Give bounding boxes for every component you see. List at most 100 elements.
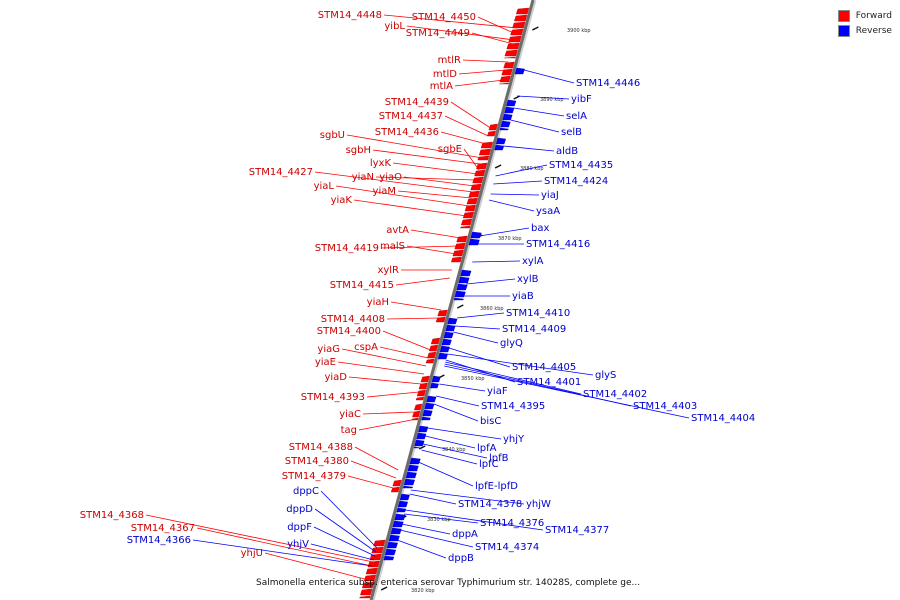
reverse-gene-block <box>402 485 414 489</box>
forward-leader-line <box>463 148 480 171</box>
reverse-gene-label: STM14_4376 <box>480 518 544 529</box>
forward-leader-line <box>462 59 509 63</box>
reverse-gene-label: aldB <box>556 146 578 157</box>
reverse-gene-block <box>456 283 468 291</box>
kbp-label: 3870 kbp <box>498 236 522 242</box>
reverse-gene-label: yhjW <box>526 499 551 510</box>
reverse-leader-line <box>405 509 544 531</box>
reverse-gene-label: STM14_4374 <box>475 542 539 553</box>
reverse-gene-block <box>447 317 458 325</box>
forward-gene-block <box>450 256 462 263</box>
reverse-gene-block <box>396 507 407 513</box>
reverse-gene-label: glyQ <box>500 338 523 349</box>
forward-gene-label: STM14_4379 <box>282 471 346 482</box>
reverse-gene-block <box>421 416 431 421</box>
forward-gene-block <box>460 225 471 229</box>
legend-forward: Forward <box>837 8 892 23</box>
forward-gene-label: STM14_4408 <box>321 314 385 325</box>
reverse-gene-block <box>431 375 441 383</box>
forward-gene-label: tag <box>341 425 357 436</box>
forward-gene-label: yiaL <box>314 181 335 192</box>
forward-leader-line <box>196 527 373 567</box>
reverse-leader-line <box>310 543 374 561</box>
reverse-gene-block <box>426 395 437 403</box>
reverse-gene-label: lpfE-lpfD <box>475 481 518 492</box>
reverse-gene-label: yibF <box>571 94 592 105</box>
reverse-gene-block <box>437 352 448 360</box>
forward-gene-block <box>476 162 488 170</box>
reverse-gene-label: dppC <box>293 486 319 497</box>
reverse-gene-label: dppB <box>448 553 474 564</box>
forward-leader-line <box>383 14 518 29</box>
forward-leader-line <box>362 411 414 415</box>
reverse-gene-block <box>409 457 421 465</box>
forward-leader-line <box>392 162 479 175</box>
forward-gene-label: STM14_4393 <box>301 392 365 403</box>
reverse-leader-line <box>421 449 478 465</box>
reverse-gene-block <box>392 520 404 528</box>
legend-forward-label: Forward <box>855 10 892 21</box>
forward-leader-line <box>440 131 487 145</box>
forward-gene-label: yiaO <box>379 172 402 183</box>
forward-gene-block <box>504 56 516 59</box>
forward-gene-block <box>503 61 515 69</box>
forward-gene-label: yibL <box>384 21 405 32</box>
reverse-leader-line <box>479 227 530 237</box>
reverse-gene-label: xylA <box>522 256 544 267</box>
reverse-gene-block <box>388 534 400 542</box>
forward-gene-label: STM14_4400 <box>317 326 381 337</box>
forward-gene-label: STM14_4427 <box>249 167 313 178</box>
forward-gene-label: STM14_4367 <box>131 523 195 534</box>
legend: Forward Reverse <box>837 8 892 38</box>
forward-gene-label: yiaG <box>317 344 340 355</box>
reverse-gene-label: lpfC <box>479 459 499 470</box>
forward-leader-line <box>406 25 515 41</box>
reverse-leader-line <box>490 193 540 196</box>
forward-leader-line <box>348 376 422 385</box>
forward-gene-block <box>504 49 518 57</box>
forward-gene-label: STM14_4437 <box>379 111 443 122</box>
forward-gene-label: sgbE <box>438 144 462 155</box>
kbp-label: 3900 kbp <box>567 28 591 34</box>
reverse-gene-label: yhjV <box>287 539 309 550</box>
forward-leader-line <box>410 229 461 239</box>
reverse-leader-line <box>192 539 373 567</box>
reverse-leader-line <box>401 523 451 535</box>
forward-gene-block <box>412 410 421 418</box>
reverse-gene-label: glyS <box>595 370 616 381</box>
forward-gene-block <box>452 249 464 257</box>
forward-leader-line <box>450 101 491 129</box>
forward-gene-label: yiaD <box>324 372 347 383</box>
forward-gene-block <box>510 28 524 36</box>
forward-gene-label: xylR <box>377 265 399 276</box>
genome-caption: Salmonella enterica subsp. enterica sero… <box>256 578 641 588</box>
kbp-label: 3890 kbp <box>540 97 564 103</box>
reverse-gene-label: STM14_4410 <box>506 308 570 319</box>
forward-gene-label: yiaC <box>339 409 361 420</box>
reverse-leader-line <box>444 365 690 419</box>
forward-gene-block <box>464 204 476 212</box>
reverse-gene-label: STM14_4446 <box>576 78 640 89</box>
reverse-gene-block <box>458 276 470 284</box>
reverse-gene-block <box>504 106 515 114</box>
forward-gene-label: yhjU <box>241 548 263 559</box>
reverse-leader-line <box>510 119 560 133</box>
reverse-leader-line <box>427 427 502 440</box>
reverse-gene-label: yiaF <box>487 386 508 397</box>
reverse-gene-label: STM14_4395 <box>481 401 545 412</box>
reverse-leader-line <box>410 489 525 505</box>
reverse-gene-block <box>397 500 408 508</box>
reverse-leader-line <box>418 461 474 487</box>
forward-leader-line <box>454 79 504 87</box>
reverse-leader-line <box>313 526 376 557</box>
forward-gene-block <box>390 486 400 493</box>
forward-gene-label: STM14_4415 <box>330 280 394 291</box>
reverse-leader-line <box>397 539 447 559</box>
reverse-gene-label: STM14_4378 <box>458 499 522 510</box>
forward-gene-label: STM14_4419 <box>315 243 379 254</box>
forward-gene-block <box>456 235 468 243</box>
reverse-gene-label: selA <box>566 111 587 122</box>
forward-gene-label: yiaH <box>367 297 389 308</box>
reverse-gene-block <box>407 464 419 472</box>
